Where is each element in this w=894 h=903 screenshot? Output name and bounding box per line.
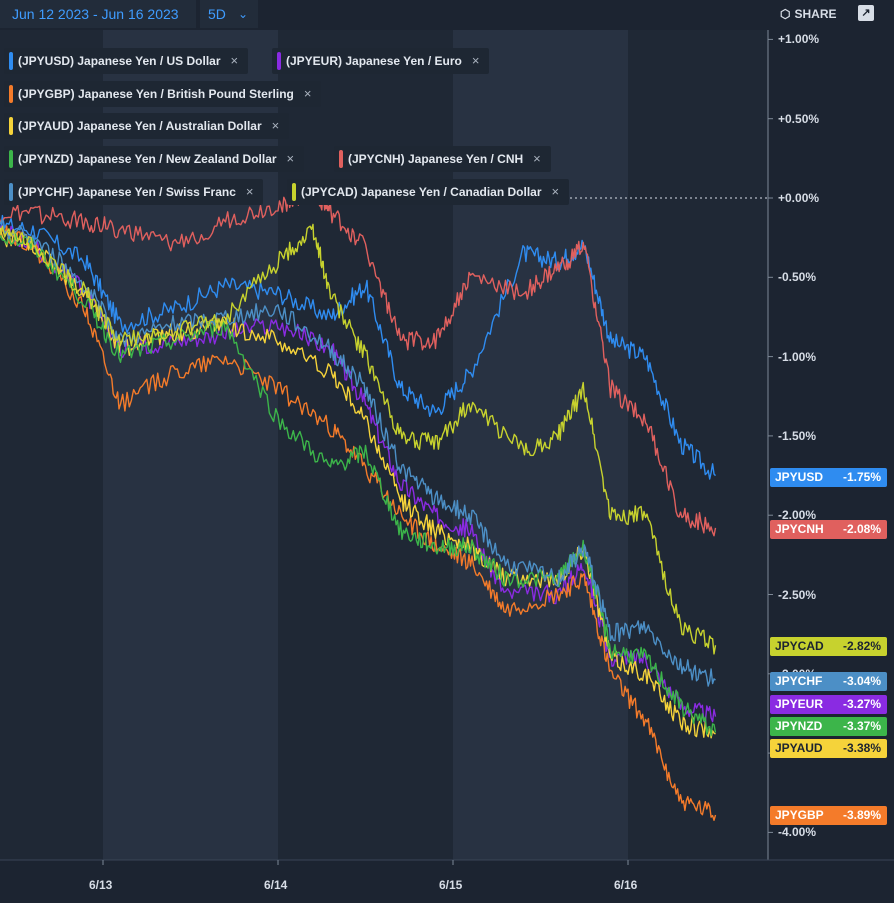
legend-item-jpyaud[interactable]: (JPYAUD) Japanese Yen / Australian Dolla… — [4, 113, 290, 139]
legend-swatch — [9, 150, 13, 168]
price-tag-symbol: JPYCNH — [775, 522, 824, 536]
price-tag-jpycad: JPYCAD -2.82% — [770, 637, 887, 656]
close-icon[interactable]: × — [303, 86, 312, 101]
y-tick-label: +0.50% — [778, 111, 820, 126]
y-tick-label: +0.00% — [778, 191, 820, 205]
price-tag-value: -2.08% — [842, 522, 881, 536]
legend-label: (JPYUSD) Japanese Yen / US Dollar — [18, 54, 221, 68]
price-tag-symbol: JPYCAD — [775, 639, 824, 653]
export-icon[interactable]: ↗ — [858, 5, 874, 21]
price-tag-value: -3.37% — [842, 719, 881, 733]
legend-swatch — [292, 183, 296, 201]
legend-label: (JPYCHF) Japanese Yen / Swiss Franc — [18, 185, 236, 199]
y-tick-label: -4.00% — [778, 825, 817, 840]
price-tag-jpychf: JPYCHF -3.04% — [770, 672, 887, 691]
price-tag-jpyaud: JPYAUD -3.38% — [770, 739, 887, 758]
legend-swatch — [9, 117, 13, 135]
y-tick-label: -2.50% — [778, 587, 817, 602]
price-tag-jpygbp: JPYGBP -3.89% — [770, 806, 887, 825]
x-tick-label: 6/13 — [89, 878, 113, 892]
legend-label: (JPYCNH) Japanese Yen / CNH — [348, 152, 524, 166]
legend-label: (JPYGBP) Japanese Yen / British Pound St… — [18, 87, 294, 101]
close-icon[interactable]: × — [245, 184, 254, 199]
price-tag-symbol: JPYCHF — [775, 674, 823, 688]
chevron-down-icon: ⌄ — [238, 7, 249, 21]
share-button[interactable]: ⬡ SHARE — [780, 7, 837, 21]
series-line-jpyaud[interactable] — [0, 208, 716, 739]
price-tag-symbol: JPYAUD — [775, 741, 823, 755]
legend-item-jpynzd[interactable]: (JPYNZD) Japanese Yen / New Zealand Doll… — [4, 146, 305, 172]
close-icon[interactable]: × — [230, 53, 239, 68]
close-icon[interactable]: × — [471, 53, 480, 68]
y-tick-label: -1.50% — [778, 428, 817, 443]
legend-label: (JPYNZD) Japanese Yen / New Zealand Doll… — [18, 152, 277, 166]
close-icon[interactable]: × — [533, 151, 541, 166]
close-icon[interactable]: × — [271, 118, 280, 133]
legend-item-jpycad[interactable]: (JPYCAD) Japanese Yen / Canadian Dollar × — [287, 179, 570, 205]
legend-item-jpyeur[interactable]: (JPYEUR) Japanese Yen / Euro × — [272, 48, 490, 74]
series-line-jpyusd[interactable] — [0, 206, 717, 480]
price-tag-jpycnh: JPYCNH -2.08% — [770, 520, 887, 539]
legend-item-jpychf[interactable]: (JPYCHF) Japanese Yen / Swiss Franc × — [4, 179, 264, 205]
price-tag-jpyeur: JPYEUR -3.27% — [770, 695, 887, 714]
legend-label: (JPYEUR) Japanese Yen / Euro — [286, 54, 462, 68]
series-line-jpycnh[interactable] — [0, 182, 717, 537]
share-icon: ⬡ — [780, 7, 791, 21]
series-line-jpycad[interactable] — [0, 207, 717, 655]
price-tag-jpynzd: JPYNZD -3.37% — [770, 717, 887, 736]
price-tag-symbol: JPYUSD — [775, 470, 824, 484]
price-tag-value: -2.82% — [842, 639, 881, 653]
price-tag-symbol: JPYNZD — [775, 719, 823, 733]
x-tick-label: 6/16 — [614, 878, 638, 892]
price-tag-value: -3.27% — [842, 697, 881, 711]
price-tag-jpyusd: JPYUSD -1.75% — [770, 468, 887, 487]
x-tick-label: 6/14 — [264, 878, 288, 892]
y-tick-label: +1.00% — [778, 32, 820, 47]
legend-item-jpyusd[interactable]: (JPYUSD) Japanese Yen / US Dollar × — [4, 48, 249, 74]
y-tick-label: -2.00% — [778, 508, 817, 523]
y-tick-label: -0.50% — [778, 270, 817, 285]
period-selector[interactable]: 5D ⌄ — [200, 0, 258, 28]
legend-swatch — [9, 85, 13, 103]
legend-label: (JPYCAD) Japanese Yen / Canadian Dollar — [301, 185, 542, 199]
series-line-jpychf[interactable] — [0, 206, 716, 687]
period-label: 5D — [208, 6, 226, 22]
close-icon[interactable]: × — [286, 151, 295, 166]
legend-item-jpygbp[interactable]: (JPYGBP) Japanese Yen / British Pound St… — [4, 81, 322, 107]
price-tag-value: -1.75% — [842, 470, 881, 484]
price-tag-value: -3.89% — [842, 808, 881, 822]
legend-item-jpycnh[interactable]: (JPYCNH) Japanese Yen / CNH × — [334, 146, 551, 172]
y-tick-label: -1.00% — [778, 349, 817, 364]
price-tag-symbol: JPYEUR — [775, 697, 824, 711]
legend-label: (JPYAUD) Japanese Yen / Australian Dolla… — [18, 119, 262, 133]
series-line-jpyeur[interactable] — [0, 208, 717, 724]
price-tag-value: -3.38% — [842, 741, 881, 755]
legend-swatch — [9, 183, 13, 201]
date-range-picker[interactable]: Jun 12 2023 - Jun 16 2023 — [0, 0, 196, 28]
legend-swatch — [9, 52, 13, 70]
price-tag-value: -3.04% — [842, 674, 881, 688]
x-tick-label: 6/15 — [439, 878, 463, 892]
legend-swatch — [277, 52, 281, 70]
toolbar: Jun 12 2023 - Jun 16 2023 5D ⌄ ⬡ SHARE ↗ — [0, 0, 894, 30]
session-band — [628, 30, 768, 860]
legend-swatch — [339, 150, 343, 168]
series-line-jpynzd[interactable] — [0, 208, 717, 737]
price-tag-symbol: JPYGBP — [775, 808, 824, 822]
close-icon[interactable]: × — [551, 184, 560, 199]
share-label: SHARE — [794, 7, 837, 21]
